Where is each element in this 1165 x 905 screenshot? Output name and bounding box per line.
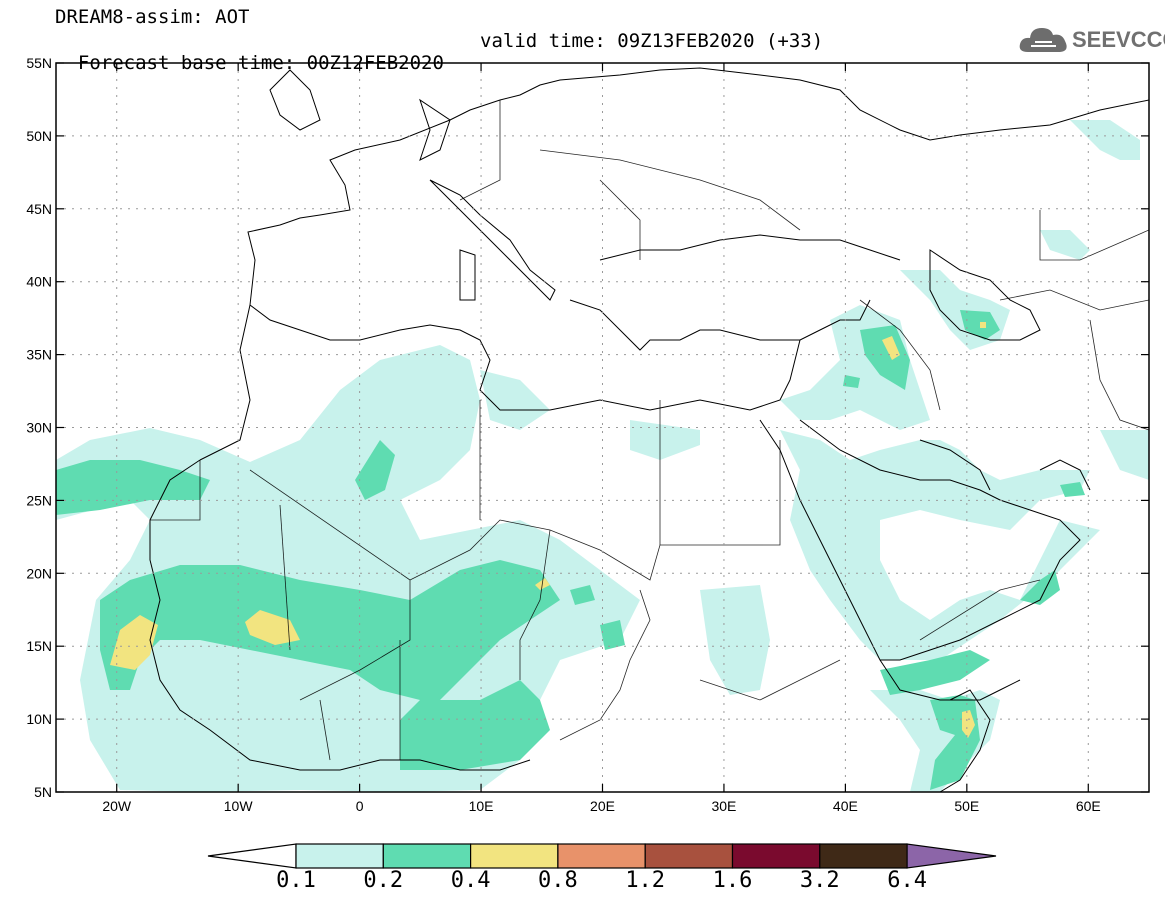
lat-tick-label: 10N — [26, 711, 52, 727]
colorbar-swatch — [557, 843, 646, 869]
lat-tick-label: 55N — [26, 55, 52, 71]
longitude-axis: 20W 10W 0 10E 20E 30E 40E 50E 60E — [102, 798, 1100, 814]
colorbar-label: 6.4 — [887, 868, 927, 893]
lat-tick-label: 30N — [26, 420, 52, 436]
lon-tick-label: 20E — [590, 798, 615, 814]
colorbar-label: 0.8 — [538, 868, 578, 893]
lat-tick-label: 20N — [26, 565, 52, 581]
latitude-axis: 55N 50N 45N 40N 35N 30N 25N 20N 15N 10N 5N — [26, 55, 52, 800]
lat-tick-label: 35N — [26, 347, 52, 363]
logo-text: SEEVCCC — [1072, 27, 1165, 52]
lon-tick-label: 0 — [356, 798, 364, 814]
lat-tick-label: 5N — [34, 784, 52, 800]
valid-time: valid time: 09Z13FEB2020 (+33) — [480, 30, 824, 52]
colorbar-label: 0.2 — [363, 868, 404, 893]
colorbar-swatch — [470, 843, 559, 869]
lat-tick-label: 25N — [26, 492, 52, 508]
colorbar-swatch — [731, 843, 821, 869]
colorbar-swatch — [295, 843, 384, 869]
map-title: DREAM8-assim: AOT — [55, 6, 250, 28]
seevccc-logo: SEEVCCC — [1018, 22, 1165, 58]
colorbar-label: 1.2 — [625, 868, 666, 893]
lon-tick-label: 10E — [469, 798, 494, 814]
axis-ticks — [56, 62, 1149, 793]
colorbar-over-arrow — [906, 843, 997, 869]
lon-tick-label: 50E — [954, 798, 979, 814]
colorbar-swatch — [819, 843, 908, 869]
lat-tick-label: 15N — [26, 638, 52, 654]
colorbar — [207, 843, 997, 869]
lon-tick-label: 10W — [224, 798, 254, 814]
aot-field — [56, 67, 1149, 792]
cloud-icon — [1019, 28, 1067, 52]
lat-tick-label: 40N — [26, 274, 52, 290]
colorbar-label: 0.1 — [276, 868, 316, 893]
grid-lines — [56, 63, 1149, 792]
colorbar-under-arrow — [207, 843, 297, 869]
lon-tick-label: 40E — [833, 798, 858, 814]
colorbar-swatch — [382, 843, 472, 869]
colorbar-swatch — [644, 843, 734, 869]
lat-tick-label: 45N — [26, 201, 52, 217]
lon-tick-label: 60E — [1076, 798, 1101, 814]
colorbar-label: 1.6 — [712, 868, 753, 893]
colorbar-label: 3.2 — [799, 868, 840, 893]
lon-tick-label: 30E — [711, 798, 736, 814]
colorbar-label: 0.4 — [450, 868, 491, 893]
lat-tick-label: 50N — [26, 128, 52, 144]
lon-tick-label: 20W — [102, 798, 132, 814]
